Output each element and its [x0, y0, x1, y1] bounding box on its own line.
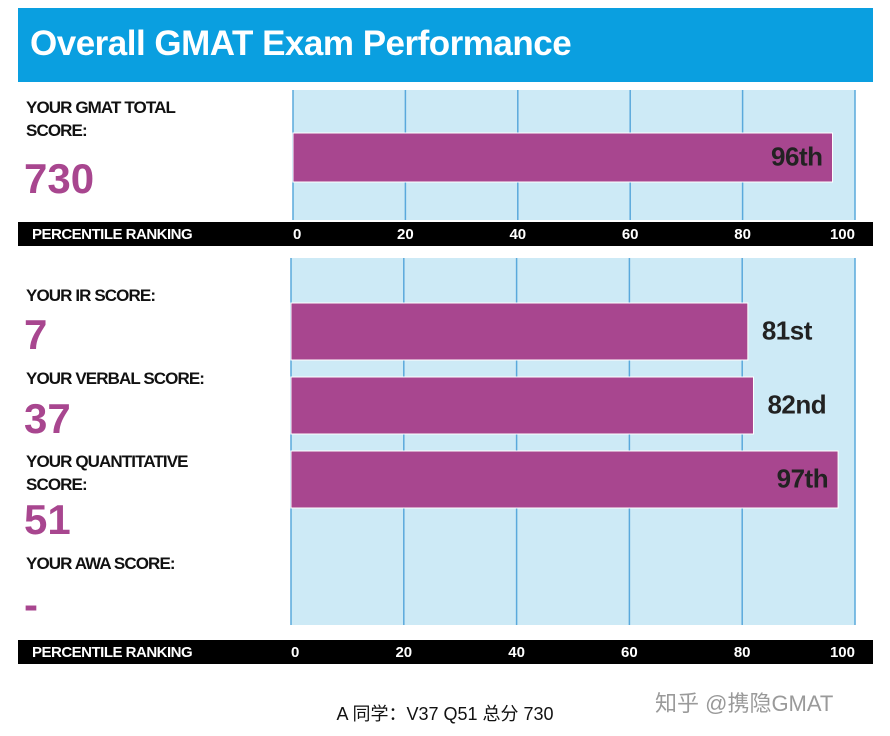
x-tick-label: 20: [395, 644, 412, 661]
x-tick-label: 60: [621, 644, 638, 661]
chart-title: Overall GMAT Exam Performance: [30, 24, 572, 63]
score: 7: [24, 311, 48, 358]
axis-band: [18, 640, 873, 664]
score: 51: [24, 496, 71, 543]
category-label: YOUR GMAT TOTAL SCORE:: [26, 98, 176, 140]
x-tick-label: 0: [291, 644, 299, 661]
value-label: 82nd: [767, 389, 826, 419]
x-tick-label: 40: [508, 644, 525, 661]
watermark: 知乎 @携隐GMAT: [655, 691, 834, 716]
axis-band: [18, 222, 873, 246]
x-tick-label: 100: [830, 644, 855, 661]
category-label: YOUR IR SCORE:: [26, 286, 156, 305]
x-tick-label: 20: [397, 226, 414, 243]
title-bar: Overall GMAT Exam Performance: [18, 8, 873, 82]
caption: A 同学：V37 Q51 总分 730: [336, 704, 554, 724]
value-label: 96th: [771, 141, 822, 171]
category-label: YOUR VERBAL SCORE:: [26, 369, 205, 388]
value-label: 97th: [777, 463, 828, 493]
x-axis-label: PERCENTILE RANKING: [32, 644, 192, 661]
x-tick-label: 80: [734, 226, 751, 243]
score: 37: [24, 395, 71, 442]
score: -: [24, 581, 38, 628]
x-tick-label: 60: [622, 226, 639, 243]
x-tick-label: 100: [830, 226, 855, 243]
category-label: YOUR AWA SCORE:: [26, 554, 176, 573]
bar: [290, 302, 749, 361]
category-label: YOUR QUANTITATIVE SCORE:: [26, 452, 189, 494]
bar: [290, 450, 839, 509]
value-label: 81st: [762, 315, 813, 345]
x-tick-label: 40: [509, 226, 526, 243]
bar: [292, 132, 834, 183]
bar: [290, 376, 754, 435]
x-tick-label: 0: [293, 226, 301, 243]
x-tick-label: 80: [734, 644, 751, 661]
x-axis-label: PERCENTILE RANKING: [32, 226, 192, 243]
score: 730: [24, 155, 95, 202]
